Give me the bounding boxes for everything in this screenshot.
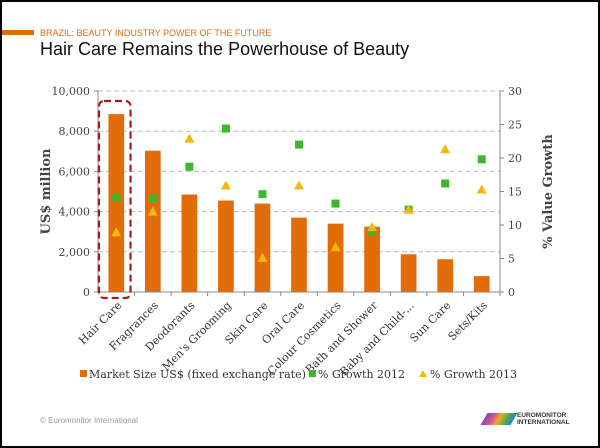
marker-growth-2013: [367, 222, 378, 232]
bar: [327, 223, 344, 292]
y2-tick-label: 15: [508, 186, 522, 199]
marker-growth-2012: [148, 194, 157, 203]
marker-growth-2012: [331, 199, 340, 208]
marker-growth-2013: [184, 133, 195, 143]
y-tick-label: 6,000: [59, 165, 91, 178]
slide-title: Hair Care Remains the Powerhouse of Beau…: [40, 39, 410, 59]
y2-tick-label: 20: [508, 152, 522, 165]
highlight-box: [97, 99, 132, 300]
bar: [473, 276, 490, 292]
y2-axis-label: % Value Growth: [541, 134, 556, 249]
bar: [144, 150, 161, 292]
x-tick-label: Sets/Kits: [446, 299, 491, 344]
slide-kicker: BRAZIL: BEAUTY INDUSTRY POWER OF THE FUT…: [40, 28, 272, 38]
marker-growth-2013: [440, 144, 451, 154]
marker-growth-2012: [112, 193, 121, 202]
y2-tick-label: 10: [508, 219, 522, 232]
marker-growth-2013: [476, 184, 487, 194]
y-tick-label: 8,000: [59, 125, 91, 138]
euromonitor-logo: EUROMONITOR INTERNATIONAL: [480, 412, 570, 426]
marker-growth-2013: [330, 242, 341, 252]
y-axis-label: US$ million: [39, 148, 54, 234]
marker-growth-2012: [221, 124, 230, 133]
logo-line2: INTERNATIONAL: [517, 419, 570, 426]
marker-growth-2013: [403, 204, 414, 214]
bar: [291, 217, 307, 292]
marker-growth-2012: [441, 179, 450, 188]
bar: [254, 203, 271, 292]
legend-label-growth-2013: % Growth 2013: [430, 368, 517, 381]
marker-growth-2012: [295, 140, 303, 149]
legend-swatch-growth-2012: [309, 370, 316, 377]
logo-line1: EUROMONITOR: [517, 412, 567, 419]
y2-tick-label: 5: [508, 253, 515, 266]
bar: [181, 194, 198, 292]
marker-growth-2013: [147, 206, 158, 216]
marker-growth-2013: [294, 180, 304, 190]
bar: [364, 226, 380, 292]
bar: [108, 114, 125, 293]
y-tick-label: 2,000: [59, 246, 91, 259]
y2-tick-label: 25: [508, 119, 522, 132]
legend-swatch-growth-2013: [419, 370, 427, 377]
marker-growth-2012: [258, 190, 267, 199]
y2-tick-label: 0: [508, 286, 515, 299]
accent-bar: [2, 30, 34, 35]
marker-growth-2013: [220, 180, 231, 190]
marker-growth-2012: [368, 227, 377, 236]
copyright: © Euromonitor International: [40, 416, 138, 425]
marker-growth-2012: [185, 162, 194, 171]
bar: [218, 200, 234, 292]
y-tick-label: 0: [83, 286, 90, 299]
y-tick-label: 4,000: [59, 206, 91, 219]
marker-growth-2012: [477, 155, 486, 164]
legend-label-growth-2012: % Growth 2012: [318, 368, 405, 381]
y-tick-label: 10,000: [52, 85, 91, 98]
legend-swatch-market-size: [80, 370, 87, 377]
marker-growth-2013: [257, 252, 268, 262]
bar: [437, 259, 454, 292]
marker-growth-2013: [111, 227, 122, 237]
legend-label-market-size: Market Size US$ (fixed exchange rate): [89, 368, 306, 381]
y2-tick-label: 30: [508, 85, 522, 98]
bar: [400, 254, 417, 292]
